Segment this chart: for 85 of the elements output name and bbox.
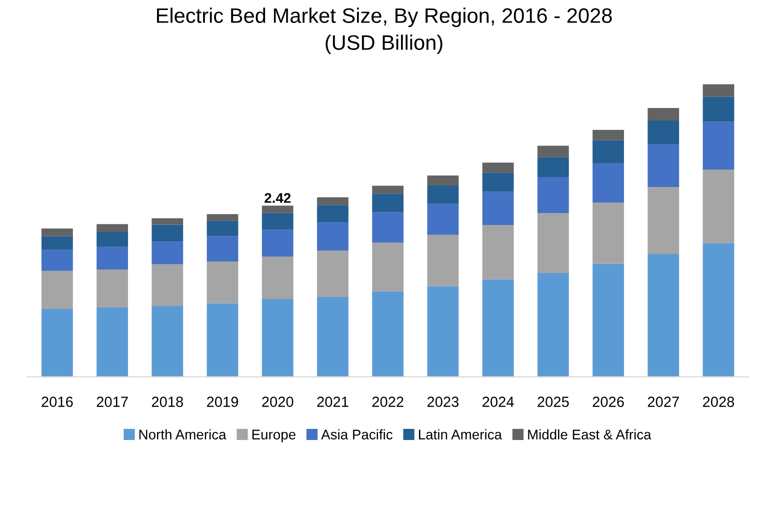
bar <box>537 212 569 273</box>
bar <box>592 130 624 140</box>
bar <box>648 108 680 121</box>
bar <box>372 242 404 292</box>
x-tick-label: 2019 <box>207 396 238 407</box>
bar <box>96 246 128 270</box>
x-tick-label: 2024 <box>482 396 514 407</box>
bar <box>262 230 294 257</box>
bar <box>317 222 348 250</box>
x-tick-label: 2022 <box>372 396 404 407</box>
bar <box>152 264 184 306</box>
bar <box>427 286 459 377</box>
bar <box>206 303 238 377</box>
legend-label: Latin America <box>418 429 502 440</box>
bar <box>262 212 294 230</box>
legend-label: Asia Pacific <box>321 429 392 440</box>
bar <box>317 250 348 297</box>
x-tick-label: 2021 <box>317 396 348 407</box>
bar <box>262 299 294 377</box>
bar <box>96 307 128 377</box>
legend-label: North America <box>139 429 226 440</box>
bar <box>41 228 73 236</box>
bar <box>152 242 184 264</box>
bar <box>427 204 459 235</box>
x-tick-label: 2027 <box>648 396 679 407</box>
bar <box>152 224 184 242</box>
bar <box>152 218 184 225</box>
bar <box>702 243 734 377</box>
bar <box>372 194 404 212</box>
bar <box>482 224 514 280</box>
bar <box>702 96 734 122</box>
x-tick-label: 2025 <box>538 396 569 407</box>
annotation: 2.42 <box>264 193 291 203</box>
bar <box>317 205 348 222</box>
bar <box>592 162 624 202</box>
bar <box>648 254 680 377</box>
bar <box>427 234 459 286</box>
legend-label: Europe <box>252 430 296 442</box>
bar <box>592 202 624 264</box>
bar <box>482 162 514 173</box>
bar <box>96 232 128 247</box>
bar <box>262 206 294 213</box>
bar <box>96 269 128 308</box>
bar <box>372 291 404 377</box>
bar <box>648 144 680 187</box>
bar <box>372 212 404 243</box>
bar <box>537 157 569 178</box>
bar <box>592 140 624 163</box>
x-tick-label: 2020 <box>262 396 294 407</box>
bar <box>482 279 514 377</box>
bar <box>206 236 238 262</box>
bar <box>96 224 128 232</box>
x-tick-label: 2017 <box>96 396 128 407</box>
bar <box>648 120 680 144</box>
x-tick-label: 2018 <box>152 396 183 407</box>
bar <box>41 250 73 271</box>
chart-title: Electric Bed Market Size, By Region, 2016 - 2028 (USD Billion) <box>157 8 612 54</box>
bar <box>41 270 73 309</box>
bar <box>372 186 404 194</box>
bar <box>206 214 238 221</box>
bar <box>648 186 680 254</box>
bar <box>537 272 569 377</box>
bar <box>41 308 73 377</box>
x-tick-label: 2023 <box>427 396 459 407</box>
bar <box>482 192 514 225</box>
bar <box>482 172 514 192</box>
bar <box>427 176 459 186</box>
bar <box>317 197 348 206</box>
bar <box>702 122 734 170</box>
legend-label: Middle East & Africa <box>528 429 652 440</box>
bar <box>206 262 238 304</box>
bar <box>537 146 569 158</box>
bar <box>427 185 459 204</box>
bar <box>206 220 238 236</box>
bar <box>262 256 294 300</box>
bar <box>702 170 734 244</box>
x-tick-label: 2016 <box>42 396 73 407</box>
bar <box>152 306 184 377</box>
x-tick-label: 2026 <box>592 396 624 407</box>
bar <box>702 84 734 97</box>
x-tick-label: 2028 <box>703 396 734 407</box>
bar <box>592 264 624 377</box>
bar <box>537 177 569 213</box>
bar <box>317 296 348 377</box>
bar <box>41 236 73 250</box>
